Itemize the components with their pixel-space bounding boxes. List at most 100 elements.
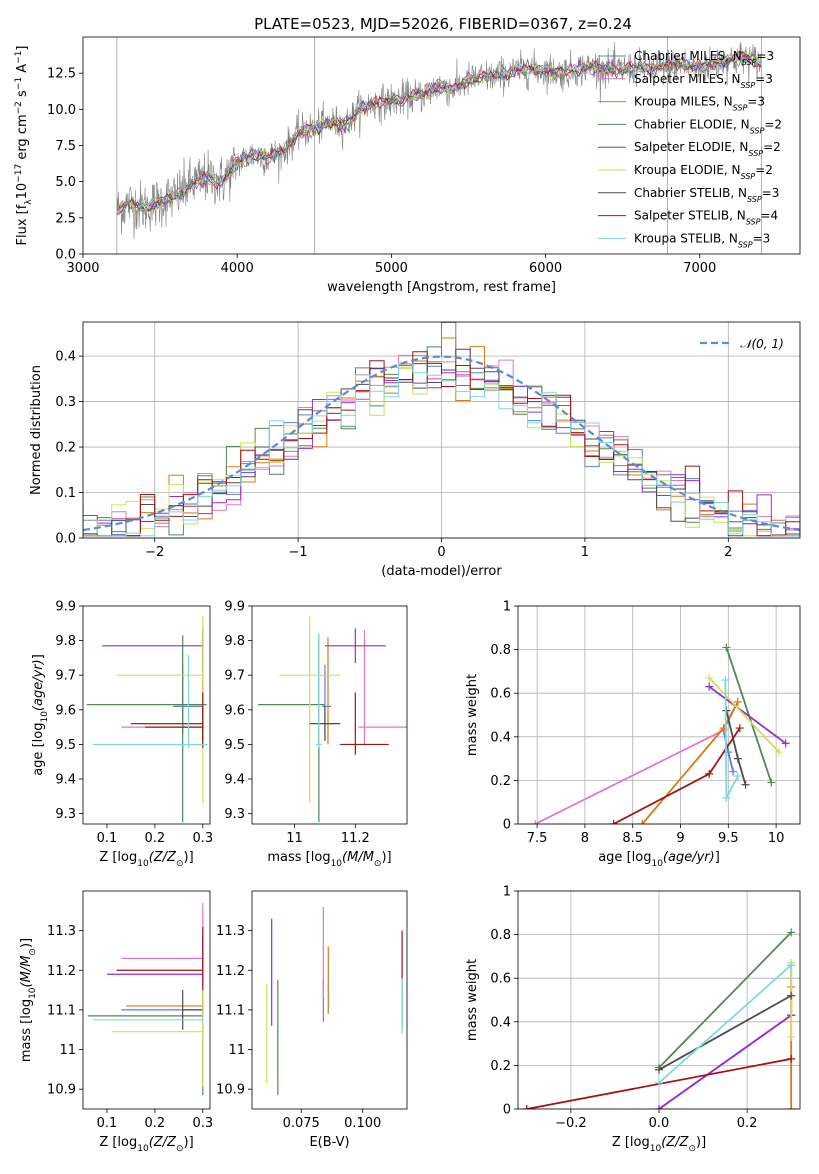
weight-point-marker: [655, 1065, 663, 1074]
label-part: ]: [15, 46, 30, 51]
label-part: 10: [651, 859, 663, 869]
x-tick-label: 0.3: [192, 1116, 213, 1131]
label-part: 10: [137, 1144, 149, 1154]
weight-point-marker: [733, 697, 742, 706]
plot-area-mass-vs-Z: [87, 902, 204, 1096]
y-tick-label: 9.4: [224, 773, 245, 788]
label-part: (M/M: [342, 850, 374, 865]
y-tick-label: 9.3: [224, 807, 245, 822]
label-part: (age/yr): [663, 850, 715, 865]
y-axis-label: Normed distribution: [29, 365, 44, 495]
label-part: Chabrier STELIB, N: [634, 186, 747, 200]
x-tick-label: 11: [286, 831, 303, 846]
x-tick-label: 1: [581, 545, 589, 560]
label-part: Salpeter ELODIE, N: [634, 140, 748, 154]
axes-spectrum: 3000 4000 5000 6000 7000 0.0 2.5 5.0 7.5 10.0 12.5…: [14, 36, 801, 295]
x-tick-label: 0.3: [192, 831, 213, 846]
label-part: age [log: [31, 723, 46, 776]
label-part: 10: [15, 183, 30, 200]
label-part: Salpeter MILES, N: [634, 72, 741, 86]
weight-point-marker: [655, 1078, 663, 1087]
y-tick-label: 0.6: [490, 972, 511, 987]
y-tick-label: 0.4: [490, 730, 511, 745]
weight-point-marker: [721, 676, 730, 685]
label-part: )]: [381, 850, 391, 865]
x-tick-label: 4000: [221, 261, 254, 276]
plot-area-age-vs-mass: [258, 616, 407, 823]
weight-point-marker: [722, 643, 731, 652]
plot-area-residuals: [83, 322, 800, 537]
weight-series-line: [708, 677, 780, 753]
weight-point-marker: [705, 673, 714, 682]
label-part: =3: [755, 72, 773, 86]
axes-frame: [251, 890, 408, 1110]
label-part: SSP: [748, 149, 763, 158]
x-tick-label: 0.1: [97, 1116, 118, 1131]
axes-frame: [82, 605, 211, 825]
y-tick-label: 0.3: [55, 395, 76, 410]
label-part: Chabrier MILES, N: [634, 49, 742, 63]
label-part: 10: [331, 859, 343, 869]
label-part: SSP: [733, 103, 748, 112]
residual-histogram-line: [83, 351, 800, 537]
plot-area-spectrum: [116, 37, 762, 254]
y-tick-label: 9.5: [55, 738, 76, 753]
label-part: SSP: [741, 80, 756, 89]
axes-frame: [82, 36, 801, 255]
axes-frame: [82, 890, 211, 1110]
weight-point-marker: [741, 780, 750, 789]
weight-point-marker: [787, 1033, 796, 1042]
weight-point-marker: [787, 991, 796, 1000]
y-tick-label: 10.9: [216, 1083, 245, 1098]
y-tick-label: 0.2: [490, 1059, 511, 1074]
y-tick-label: 9.8: [224, 634, 245, 649]
label-part: ⊙: [688, 1144, 696, 1154]
model-fit-line: [116, 50, 762, 212]
legend-entry: Salpeter STELIB, NSSP=4: [634, 209, 778, 227]
y-tick-label: 0.2: [490, 774, 511, 789]
y-tick-label: 9.7: [55, 669, 76, 684]
weight-point-marker: [729, 767, 738, 776]
weight-point-marker: [787, 1105, 796, 1109]
y-tick-label: 0.4: [55, 350, 76, 365]
label-part: Z [log: [99, 1135, 137, 1150]
y-tick-label: 0.1: [55, 486, 76, 501]
weight-point-marker: [781, 739, 790, 748]
x-axis-label: Z [log10(Z/Z⊙)]: [99, 850, 193, 869]
weight-series-line: [725, 710, 747, 786]
weight-point-marker: [655, 1105, 663, 1109]
x-tick-label: 7000: [683, 261, 716, 276]
label-part: =3: [753, 231, 771, 245]
y-tick-label: 0: [503, 818, 511, 833]
label-part: Flux [f: [15, 204, 30, 245]
x-tick-label: −0.2: [555, 1116, 587, 1131]
x-tick-label: 9: [676, 831, 684, 846]
y-tick-label: 0.4: [490, 1015, 511, 1030]
legend-entry: 𝒩(0, 1): [740, 337, 784, 351]
label-part: SSP: [738, 240, 753, 249]
label-part: =3: [747, 95, 765, 109]
legend-entry: Kroupa ELODIE, NSSP=2: [634, 163, 773, 181]
x-tick-label: 0: [437, 545, 445, 560]
weight-point-marker: [609, 820, 618, 824]
x-tick-label: 5000: [375, 261, 408, 276]
label-part: age [log: [598, 850, 651, 865]
x-tick-label: 10: [768, 831, 785, 846]
y-axis-label: mass weight: [465, 674, 480, 756]
x-tick-label: 2: [724, 545, 732, 560]
weight-series-line: [658, 1014, 792, 1109]
weight-point-marker: [787, 961, 796, 970]
axes-frame: [82, 321, 801, 539]
axes-frame: [517, 605, 801, 825]
axes-age-vs-mass: 11 11.2 9.3 9.4 9.5 9.6 9.7 9.8 9.9 mass [log10(M…: [224, 600, 408, 869]
label-part: )]: [184, 850, 194, 865]
label-part: Kroupa MILES, N: [634, 95, 733, 109]
weight-point-marker: [522, 1105, 531, 1109]
weight-point-marker: [787, 928, 796, 937]
legend-entry: Kroupa MILES, NSSP=3: [634, 95, 765, 113]
weight-point-marker: [531, 820, 540, 824]
plot-area-age-vs-Z: [86, 616, 208, 823]
label-part: (age/yr): [31, 659, 46, 711]
y-tick-label: 9.9: [55, 600, 76, 615]
